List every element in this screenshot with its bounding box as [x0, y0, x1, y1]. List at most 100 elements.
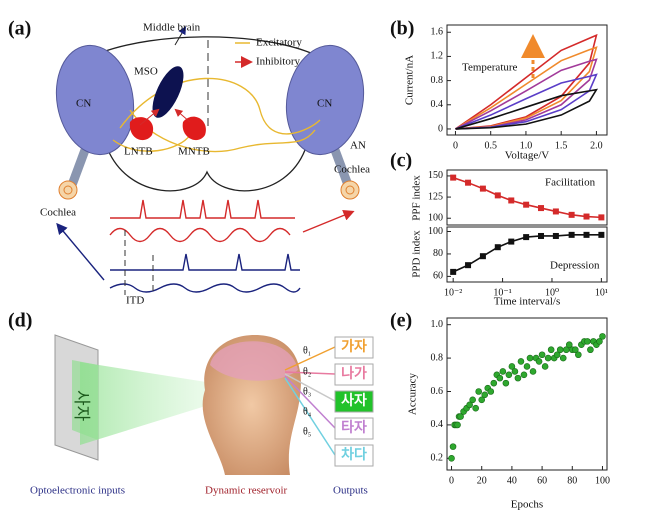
theta: θ₁ [303, 345, 311, 356]
point [511, 368, 519, 375]
x-tick-label: 20 [477, 475, 487, 486]
panel-label: (c) [390, 150, 412, 172]
arrow [56, 222, 105, 281]
point [508, 363, 516, 370]
caption: Outputs [333, 485, 368, 497]
output-box [334, 390, 374, 413]
panel-d: (d) 사자 θ₁ θ₂ θ₃ θ₄ θ₅ 가자 나가 사자 타자 차다 Opt… [8, 310, 374, 497]
output-text: 나가 [341, 366, 367, 382]
label: Middle brain [143, 22, 201, 34]
label: Cochlea [334, 164, 370, 176]
marker [583, 213, 590, 220]
label: MSO [134, 66, 158, 78]
marker [552, 208, 559, 215]
legend-label: Excitatory [256, 37, 302, 49]
y-axis-label: PPF index [411, 175, 423, 221]
point [478, 396, 486, 404]
brain [210, 341, 298, 381]
label: Cochlea [40, 207, 76, 219]
marker [508, 197, 515, 204]
screen-text: 사자 [72, 390, 91, 422]
marker [494, 244, 501, 251]
label: AN [350, 140, 366, 152]
label: ITD [126, 295, 144, 307]
marker [465, 179, 472, 186]
point [559, 354, 567, 362]
y-tick-label: 80 [433, 248, 443, 259]
point [526, 354, 534, 362]
mso [152, 66, 184, 118]
inhibitory-arrow [174, 108, 191, 123]
theta: θ₂ [303, 366, 311, 377]
point [523, 363, 531, 370]
point [575, 351, 582, 359]
plot-frame [446, 24, 608, 136]
y-tick-label: 150 [428, 170, 443, 181]
series-line [455, 88, 599, 130]
x-tick-label: 1.5 [555, 140, 568, 151]
point [596, 338, 603, 345]
x-axis-label: Time interval/s [494, 296, 561, 308]
x-tick-label: 40 [507, 475, 517, 486]
theta: θ₅ [303, 426, 311, 437]
cochlea [345, 185, 355, 195]
point [469, 396, 476, 404]
marker [465, 262, 472, 269]
point [496, 374, 504, 382]
series-line [455, 73, 598, 130]
cochlea [63, 185, 73, 195]
caption: Optoelectronic inputs [30, 485, 125, 497]
y-tick-label: 0 [438, 123, 443, 134]
marker [450, 174, 457, 181]
marker [568, 231, 575, 238]
x-tick-label: 10¹ [595, 287, 608, 298]
light-beam [80, 362, 225, 445]
marker [598, 231, 605, 238]
point [514, 374, 522, 382]
output-text: 사자 [341, 393, 367, 409]
cn [55, 44, 135, 156]
waveform [109, 283, 301, 293]
arrow [302, 209, 355, 233]
annotation: Facilitation [545, 177, 596, 189]
point [481, 391, 489, 399]
waveform [110, 253, 300, 271]
x-axis-label: Voltage/V [505, 150, 549, 162]
panel-label: (d) [8, 310, 32, 332]
label: CN [76, 98, 91, 110]
x-tick-label: 10⁻¹ [493, 287, 511, 298]
x-tick-label: 10⁻² [444, 287, 462, 298]
x-tick-label: 10⁰ [545, 287, 559, 298]
y-tick-label: 0.8 [431, 75, 444, 86]
marker [538, 205, 545, 212]
y-tick-label: 0.2 [431, 453, 444, 464]
y-tick-label: 125 [428, 191, 443, 202]
marker [479, 185, 486, 192]
point [556, 346, 564, 354]
y-axis-label: Accuracy [407, 372, 419, 415]
y-axis-label: PPD index [411, 230, 423, 278]
point [466, 401, 473, 409]
point [584, 338, 591, 345]
y-tick-label: 0.4 [431, 419, 444, 430]
point [541, 363, 549, 370]
point [487, 388, 495, 395]
marker [494, 192, 501, 199]
x-tick-label: 60 [537, 475, 547, 486]
pointer [174, 26, 187, 46]
point [505, 371, 513, 379]
output-box [334, 417, 374, 440]
output-text: 타자 [341, 420, 367, 436]
annotation: Temperature [462, 62, 518, 74]
x-tick-label: 0.5 [484, 140, 497, 151]
lntb [129, 117, 154, 141]
point [529, 368, 537, 375]
point [517, 358, 525, 365]
marker [552, 232, 559, 239]
mntb [182, 116, 206, 141]
nerve [67, 148, 90, 187]
waveform [109, 227, 291, 243]
output-box [334, 336, 374, 359]
theta: θ₄ [303, 406, 312, 417]
